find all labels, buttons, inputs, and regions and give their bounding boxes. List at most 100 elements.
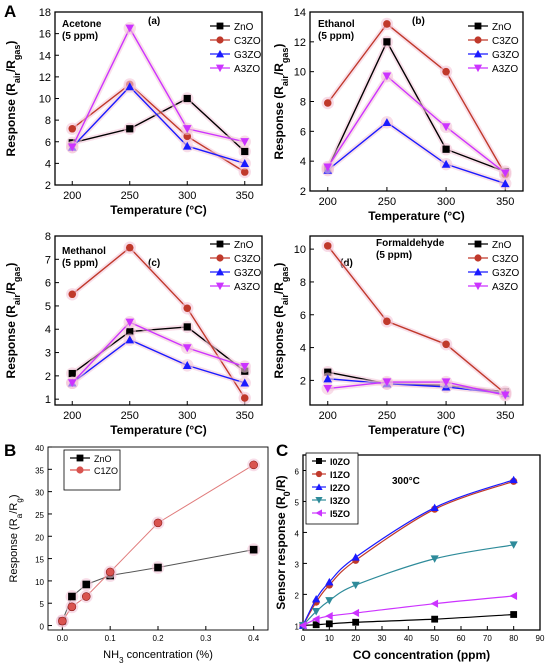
y-tick-label: 10 bbox=[39, 94, 51, 106]
legend-label: A3ZO bbox=[492, 64, 518, 75]
y-axis-label: Response (Ra/Rg) bbox=[8, 494, 24, 582]
y-tick-label: 20 bbox=[35, 533, 44, 542]
x-tick-label: 30 bbox=[378, 634, 387, 643]
x-tick-label: 350 bbox=[496, 196, 514, 208]
legend-label: C3ZO bbox=[492, 254, 519, 265]
plot-frame bbox=[302, 454, 541, 631]
series-line bbox=[327, 121, 506, 185]
annotation: Ethanol bbox=[318, 19, 355, 30]
legend-label: G3ZO bbox=[492, 50, 519, 61]
y-tick-label: 5 bbox=[295, 498, 300, 507]
y-tick-label: 5 bbox=[45, 301, 51, 313]
x-tick-label: 200 bbox=[319, 196, 337, 208]
y-tick-label: 8 bbox=[45, 115, 51, 127]
y-tick-label: 1 bbox=[295, 622, 300, 631]
series-line bbox=[71, 338, 245, 384]
chart-B: 0.0 0.1 0.2 0.3 0.4 0 5 10 15 20 25 30 35 40 NH3 conce… bbox=[8, 444, 269, 665]
y-tick-label: 4 bbox=[300, 156, 306, 168]
data-point bbox=[430, 599, 439, 608]
series-line bbox=[302, 595, 514, 626]
legend-label: C3ZO bbox=[234, 254, 261, 265]
data-point bbox=[351, 553, 360, 561]
x-tick-label: 300 bbox=[437, 410, 455, 422]
data-point bbox=[383, 20, 391, 28]
data-point bbox=[442, 340, 450, 349]
chart-b: 200 250 300 350 2 4 6 8 10 12 14 Temperature (°C) Re… bbox=[272, 7, 524, 223]
legend-marker bbox=[473, 282, 483, 291]
data-point bbox=[67, 379, 77, 388]
series-line bbox=[71, 26, 245, 148]
x-axis-label: Temperature (°C) bbox=[368, 423, 465, 437]
data-point bbox=[240, 159, 250, 167]
x-tick-label: 10 bbox=[325, 634, 334, 643]
data-point bbox=[351, 608, 360, 618]
x-tick-label: 200 bbox=[319, 410, 337, 422]
legend-marker bbox=[474, 36, 482, 44]
legend-label: ZnO bbox=[234, 240, 254, 251]
data-point bbox=[182, 361, 192, 369]
legend: ZnO C1ZO bbox=[63, 449, 121, 491]
data-point bbox=[509, 475, 518, 484]
data-point bbox=[351, 581, 360, 590]
x-tick-label: 300 bbox=[178, 190, 196, 202]
series-C3ZO bbox=[66, 78, 251, 179]
plot-frame bbox=[309, 235, 524, 406]
data-point bbox=[298, 621, 307, 630]
data-point bbox=[323, 384, 333, 393]
x-tick-label: 0.0 bbox=[57, 634, 69, 643]
data-point bbox=[382, 378, 392, 387]
x-tick-label: 300 bbox=[437, 196, 455, 208]
data-point bbox=[125, 318, 135, 327]
series-line bbox=[71, 85, 245, 165]
legend-marker bbox=[473, 267, 483, 276]
data-point bbox=[240, 138, 250, 147]
x-tick-label: 0.3 bbox=[200, 634, 212, 643]
series-line bbox=[71, 246, 246, 399]
x-tick-label: 200 bbox=[63, 410, 81, 422]
data-point bbox=[500, 391, 510, 400]
data-point bbox=[249, 460, 258, 470]
x-tick-label: 90 bbox=[536, 634, 545, 643]
legend-label: I2ZO bbox=[330, 483, 350, 493]
legend-marker bbox=[76, 466, 84, 474]
series-line bbox=[327, 245, 506, 395]
data-point bbox=[509, 591, 518, 601]
data-point bbox=[312, 594, 321, 603]
panel-letter-C: C bbox=[276, 441, 288, 460]
x-tick-label: 70 bbox=[483, 634, 492, 643]
y-axis-label: Response (Rair/Rgas) bbox=[4, 263, 22, 379]
y-tick-label: 30 bbox=[35, 489, 44, 498]
y-tick-label: 8 bbox=[300, 97, 306, 109]
x-tick-label: 250 bbox=[378, 196, 396, 208]
data-point bbox=[323, 242, 332, 250]
y-tick-label: 6 bbox=[45, 278, 51, 290]
legend-label: I3ZO bbox=[330, 496, 350, 506]
legend-marker bbox=[473, 49, 483, 58]
data-point bbox=[182, 125, 192, 134]
legend-label: G3ZO bbox=[492, 268, 519, 279]
series-I3ZO bbox=[298, 541, 518, 630]
y-tick-label: 7 bbox=[45, 254, 51, 266]
data-point bbox=[125, 335, 135, 344]
series-I5ZO bbox=[298, 591, 518, 630]
data-point bbox=[323, 163, 333, 172]
legend: ZnO C3ZO G3ZO A3ZO bbox=[468, 240, 519, 293]
series-line bbox=[327, 381, 506, 396]
series-line bbox=[302, 544, 514, 626]
x-tick-label: 50 bbox=[430, 634, 439, 643]
legend-label: I5ZO bbox=[330, 509, 350, 519]
data-point bbox=[325, 620, 333, 628]
legend-label: A3ZO bbox=[234, 282, 260, 293]
series-C3ZO bbox=[66, 241, 251, 405]
series-ZnO bbox=[55, 543, 261, 628]
data-point bbox=[81, 592, 91, 601]
data-point bbox=[183, 323, 191, 331]
y-axis-label: Response (Rair/Rgas) bbox=[272, 44, 290, 160]
y-tick-label: 16 bbox=[39, 29, 51, 41]
data-point bbox=[352, 618, 360, 626]
annotation: (5 ppm) bbox=[318, 31, 354, 42]
x-axis-label: Temperature (°C) bbox=[110, 203, 207, 217]
legend-marker bbox=[315, 497, 323, 504]
chart-a: 200 250 300 350 2 4 6 8 10 12 14 16 18 Temperature (°… bbox=[4, 7, 263, 217]
